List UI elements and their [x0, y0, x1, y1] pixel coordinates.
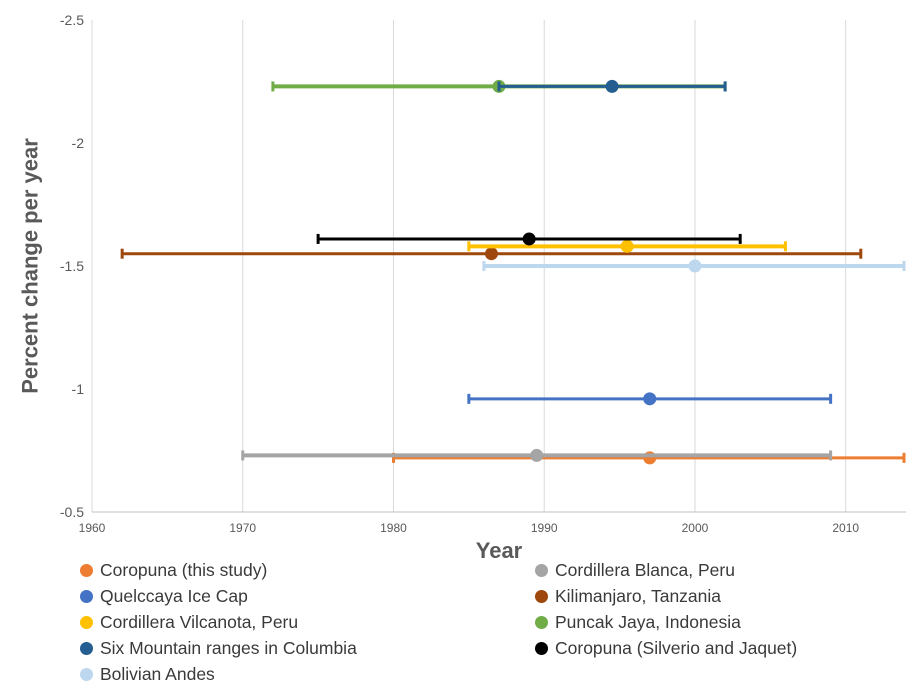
x-tick-label: 1970	[229, 521, 256, 535]
legend-item: Quelccaya Ice Cap	[80, 586, 248, 607]
legend-item: Puncak Jaya, Indonesia	[535, 612, 741, 633]
x-tick-label: 1990	[531, 521, 558, 535]
series-bolivian-andes	[482, 259, 906, 273]
legend-marker	[535, 642, 548, 655]
legend-label: Kilimanjaro, Tanzania	[555, 586, 722, 606]
legend-marker	[80, 590, 93, 603]
series-quelccaya-ice-cap	[467, 392, 833, 406]
legend-item: Coropuna (Silverio and Jaquet)	[535, 638, 797, 659]
y-tick-label: -1.5	[60, 258, 84, 274]
legend-label: Coropuna (this study)	[100, 560, 268, 580]
series-kilimanjaro-tanzania	[120, 247, 863, 261]
legend-item: Cordillera Vilcanota, Peru	[80, 612, 298, 633]
y-tick-label: -0.5	[60, 504, 84, 520]
tick-labels: 1960 1970 1980 1990 2000 2010 -2.5 -2 -1.5 -1 -0.5	[60, 12, 859, 535]
data-point	[605, 79, 619, 93]
legend-item: Coropuna (this study)	[80, 560, 267, 581]
legend-marker	[80, 642, 93, 655]
legend-label: Quelccaya Ice Cap	[100, 586, 248, 606]
legend-label: Six Mountain ranges in Columbia	[100, 638, 357, 658]
legend-marker	[535, 616, 548, 629]
data-point	[620, 239, 634, 253]
y-tick-label: -2	[72, 135, 85, 151]
x-tick-label: 1980	[380, 521, 407, 535]
data-point	[688, 259, 702, 273]
data-point	[484, 247, 498, 261]
data-marks	[120, 79, 906, 465]
legend-label: Cordillera Vilcanota, Peru	[100, 612, 299, 632]
axes	[91, 20, 906, 513]
legend-marker	[80, 668, 93, 681]
x-tick-label: 2000	[682, 521, 709, 535]
data-point	[643, 451, 657, 465]
legend-label: Bolivian Andes	[100, 664, 215, 684]
legend-item: Six Mountain ranges in Columbia	[80, 638, 357, 659]
legend-label: Coropuna (Silverio and Jaquet)	[555, 638, 798, 658]
legend-marker	[535, 590, 548, 603]
legend-marker	[535, 564, 548, 577]
series-coropuna-this-study	[391, 451, 906, 465]
data-point	[643, 392, 657, 406]
legend-label: Puncak Jaya, Indonesia	[555, 612, 741, 632]
legend-item: Kilimanjaro, Tanzania	[535, 586, 721, 607]
legend-item: Bolivian Andes	[80, 664, 215, 685]
legend-marker	[80, 564, 93, 577]
x-axis-label: Year	[476, 538, 523, 563]
x-tick-label: 2010	[832, 521, 859, 535]
y-axis-label: Percent change per year	[18, 138, 43, 394]
legend-label: Cordillera Blanca, Peru	[555, 560, 735, 580]
series-coropuna-silverio-and-jaquet	[316, 232, 742, 246]
x-tick-label: 1960	[79, 521, 106, 535]
y-tick-label: -1	[72, 381, 85, 397]
series-six-mountain-ranges-in-columbia	[497, 79, 727, 93]
legend-item: Cordillera Blanca, Peru	[535, 560, 735, 581]
data-point	[530, 448, 544, 462]
data-point	[522, 232, 536, 246]
legend-marker	[80, 616, 93, 629]
y-tick-label: -2.5	[60, 12, 84, 28]
series-cordillera-vilcanota-peru	[467, 239, 787, 253]
series-cordillera-blanca-peru	[241, 448, 833, 462]
